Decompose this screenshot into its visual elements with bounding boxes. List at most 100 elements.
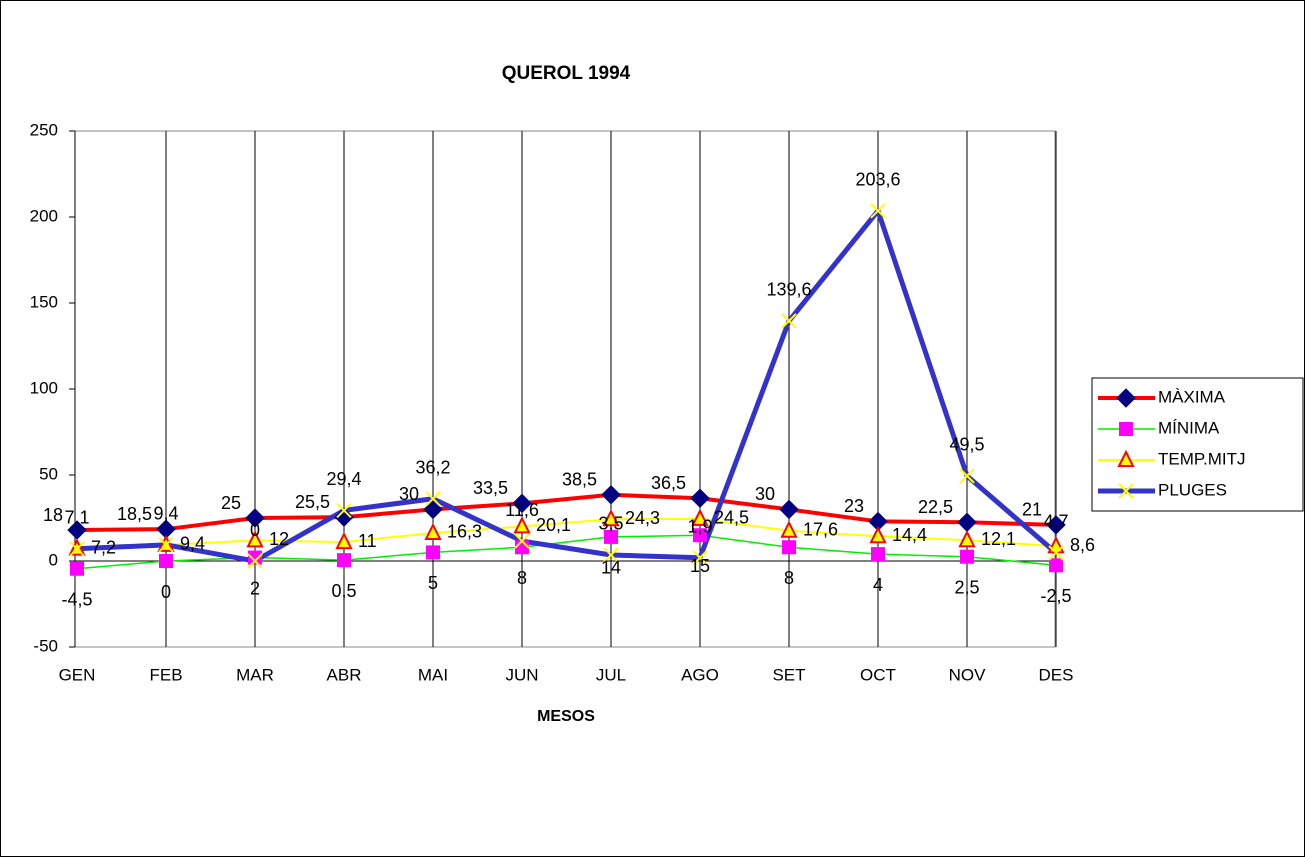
data-label: 15 [690,556,710,576]
data-label: 0 [161,582,171,602]
data-label: 9,4 [180,534,205,554]
x-axis-label: MESOS [537,708,595,725]
data-label: 5 [428,573,438,593]
data-label: 22,5 [918,497,953,517]
data-point [782,540,796,555]
y-tick-label: -50 [33,636,58,655]
data-point [960,549,974,564]
data-point [958,529,976,548]
chart-title: QUEROL 1994 [502,63,631,84]
data-label: 38,5 [562,470,597,490]
data-point [247,553,263,569]
x-tick-label: MAI [418,665,448,684]
legend-marker [1116,388,1136,408]
data-label: -2,5 [1040,586,1071,606]
data-point [334,507,354,527]
data-point [690,488,710,508]
data-label: 0 [250,520,260,540]
data-label: 9,4 [153,504,178,524]
data-point [513,516,531,534]
data-label: 2 [250,578,260,598]
data-label: 33,5 [473,478,508,498]
data-point [426,545,440,560]
legend-label: PLUGES [1158,480,1227,499]
data-point [603,547,619,563]
x-tick-label: OCT [860,665,896,684]
data-label: 4,7 [1043,512,1068,532]
data-point [871,547,885,562]
data-point [779,499,799,520]
data-label: 14 [601,558,621,578]
data-label: 29,4 [326,469,361,489]
data-point [1049,558,1063,573]
x-tick-label: NOV [949,665,987,684]
data-label: 12 [269,529,289,549]
x-tick-label: ABR [327,665,362,684]
data-point [512,493,532,514]
data-label: 11,6 [505,500,539,520]
data-point [245,508,265,528]
data-label: 36,5 [651,473,686,493]
data-point [514,533,530,549]
x-tick-label: DES [1039,665,1074,684]
series-line [76,208,1058,564]
data-label: 21 [1022,500,1042,520]
data-label: 7,1 [64,508,89,528]
data-point [248,550,262,565]
data-label: 0,5 [331,581,356,601]
data-label: 14,4 [892,525,927,545]
data-point [1048,545,1064,561]
data-point [780,520,798,538]
data-label: 25 [221,493,241,513]
data-label: 8 [517,568,527,588]
data-point [425,491,441,507]
x-tick-label: MAR [236,665,274,684]
data-point [336,502,352,519]
y-tick-label: 0 [49,550,58,569]
data-label: 203,6 [855,170,900,190]
data-label: 18,5 [117,504,152,524]
data-label: 24,5 [714,508,749,528]
data-label: 12,1 [981,529,1016,549]
data-point [335,531,353,550]
data-point [424,522,442,540]
data-point [602,508,620,527]
data-point [70,561,84,576]
data-point [692,550,708,566]
data-point [691,508,709,526]
x-tick-label: GEN [59,665,96,684]
legend-marker [1119,422,1133,436]
data-point [337,553,351,568]
data-point [601,485,621,505]
x-tick-label: JUN [505,665,538,684]
data-label: 3,5 [598,514,623,534]
series-line [76,492,1057,533]
data-point [159,554,173,568]
y-tick-label: 250 [30,120,58,139]
series-line [76,517,1057,550]
y-tick-label: 200 [30,206,58,225]
y-tick-label: 50 [39,464,58,483]
data-label: 25,5 [295,492,330,512]
data-point [604,529,618,544]
data-label: -4,5 [61,589,92,609]
legend-marker [1117,449,1135,467]
data-point [246,530,264,548]
data-label: 4 [873,575,883,595]
data-label: 139,6 [766,280,811,300]
data-point [1046,515,1066,535]
y-tick-label: 100 [30,378,58,397]
legend-label: MÍNIMA [1158,418,1220,437]
x-tick-label: JUL [596,665,626,684]
data-label: 2,5 [954,577,979,597]
data-label: 30 [399,484,419,504]
data-point [693,528,707,543]
data-point [959,468,975,484]
data-label: 30 [755,484,775,504]
data-label: 8,6 [1070,535,1095,555]
data-label: 23 [844,496,864,516]
data-label: 1,9 [687,516,712,536]
x-tick-label: FEB [149,665,182,684]
